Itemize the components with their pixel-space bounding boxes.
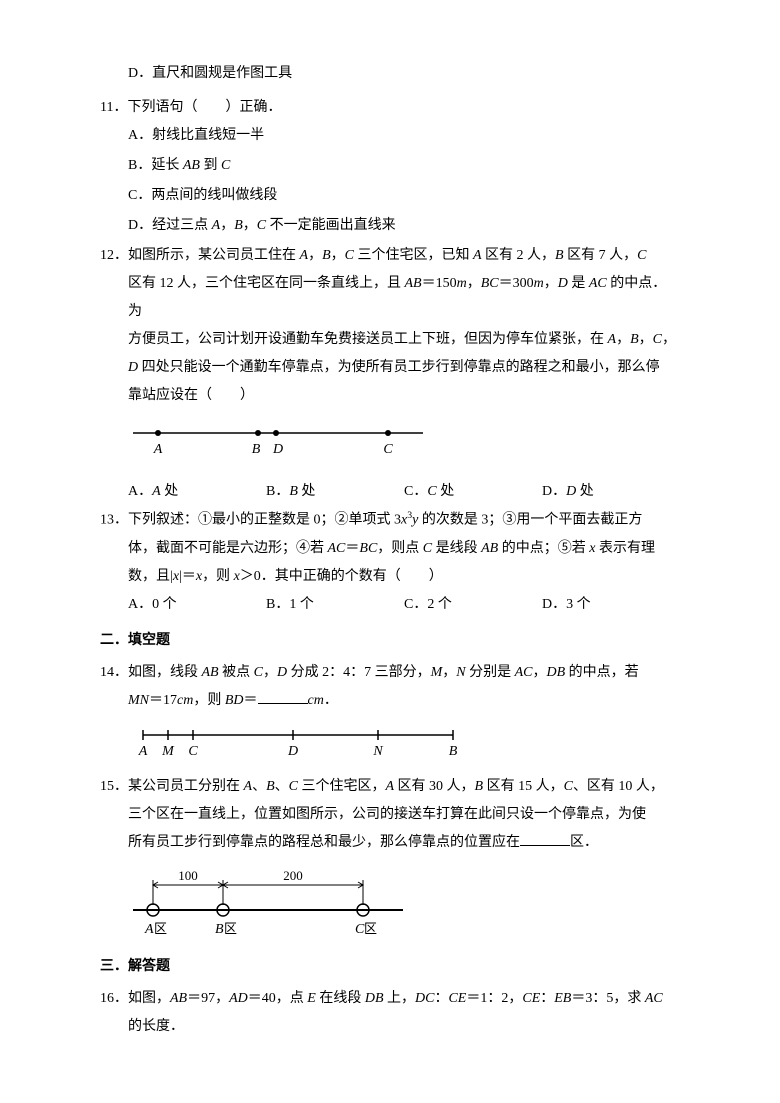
- q13-optB: B．1 个: [266, 591, 404, 619]
- q12: 12．如图所示，某公司员工住在 A，B，C 三个住宅区，已知 A 区有 2 人，…: [100, 242, 680, 270]
- q12-figure: A B D C: [100, 418, 680, 468]
- q11-optC: C．两点间的线叫做线段: [128, 182, 680, 210]
- q12-line4: D 四处只能设一个通勤车停靠点，为使所有员工步行到停靠点的路程之和最小，那么停: [100, 354, 680, 382]
- q12-optB: B．B 处: [266, 478, 404, 506]
- q16-num: 16．: [100, 991, 128, 1006]
- q12-line5: 靠站应设在（ ）: [100, 382, 680, 410]
- q13-optA: A．0 个: [128, 591, 266, 619]
- q12-line3: 方便员工，公司计划开设通勤车免费接送员工上下班，但因为停车位紧张，在 A，B，C…: [100, 326, 680, 354]
- svg-text:200: 200: [283, 868, 303, 883]
- q15-figure: 100 200 A 区 B 区 C 区: [100, 865, 680, 943]
- svg-text:100: 100: [178, 868, 198, 883]
- svg-text:A: A: [153, 442, 163, 457]
- svg-text:C: C: [383, 442, 393, 457]
- svg-text:A: A: [144, 922, 154, 937]
- svg-text:D: D: [287, 744, 298, 759]
- q14-figure: A M C D N B: [100, 723, 680, 763]
- q10-optD-text: D．直尺和圆规是作图工具: [128, 66, 292, 81]
- q10-option-d: D．直尺和圆规是作图工具: [100, 60, 680, 88]
- q11-optA: A．射线比直线短一半: [128, 122, 680, 150]
- svg-text:M: M: [161, 744, 175, 759]
- section-3-title: 三．解答题: [100, 953, 680, 981]
- svg-text:B: B: [449, 744, 458, 759]
- q14: 14．如图，线段 AB 被点 C，D 分成 2：4：7 三部分，M，N 分别是 …: [100, 659, 680, 687]
- q12-svg: A B D C: [128, 418, 428, 468]
- svg-text:区: 区: [364, 921, 377, 936]
- q14-svg: A M C D N B: [128, 723, 468, 763]
- q11: 11．下列语句（ ）正确．: [100, 94, 680, 122]
- q15-num: 15．: [100, 779, 128, 794]
- q16: 16．如图，AB＝97，AD＝40，点 E 在线段 DB 上，DC：CE＝1：2…: [100, 985, 680, 1013]
- q12-options: A．A 处 B．B 处 C．C 处 D．D 处: [100, 478, 680, 506]
- q11-optB: B．延长 AB 到 C: [128, 152, 680, 180]
- q13-optD: D．3 个: [542, 591, 680, 619]
- q12-line2: 区有 12 人，三个住宅区在同一条直线上，且 AB＝150m，BC＝300m，D…: [100, 270, 680, 326]
- svg-text:C: C: [188, 744, 198, 759]
- svg-text:A: A: [138, 744, 148, 759]
- q12-num: 12．: [100, 248, 128, 263]
- q12-optD: D．D 处: [542, 478, 680, 506]
- q12-optA: A．A 处: [128, 478, 266, 506]
- q13-options: A．0 个 B．1 个 C．2 个 D．3 个: [100, 591, 680, 619]
- q12-optC: C．C 处: [404, 478, 542, 506]
- svg-text:B: B: [252, 442, 261, 457]
- svg-text:N: N: [372, 744, 383, 759]
- q13: 13．下列叙述：①最小的正整数是 0；②单项式 3x3y 的次数是 3；③用一个…: [100, 506, 680, 535]
- section-2-title: 二．填空题: [100, 627, 680, 655]
- q14-num: 14．: [100, 665, 128, 680]
- q11-num: 11．: [100, 100, 127, 115]
- svg-text:B: B: [215, 922, 224, 937]
- q15: 15．某公司员工分别在 A、B、C 三个住宅区，A 区有 30 人，B 区有 1…: [100, 773, 680, 801]
- q13-line2: 体，截面不可能是六边形；④若 AC＝BC，则点 C 是线段 AB 的中点；⑤若 …: [100, 535, 680, 563]
- q14-line2: MN＝17cm，则 BD＝cm．: [100, 687, 680, 715]
- q13-line3: 数，且|x|＝x，则 x＞0．其中正确的个数有（ ）: [100, 563, 680, 591]
- q15-svg: 100 200 A 区 B 区 C 区: [128, 865, 408, 943]
- q13-num: 13．: [100, 513, 128, 528]
- svg-text:D: D: [272, 442, 283, 457]
- q11-options: A．射线比直线短一半 B．延长 AB 到 C C．两点间的线叫做线段 D．经过三…: [100, 122, 680, 240]
- svg-text:区: 区: [224, 921, 237, 936]
- q11-stem: 下列语句（ ）正确．: [127, 100, 281, 115]
- q15-line3: 所有员工步行到停靠点的路程总和最少，那么停靠点的位置应在区．: [100, 829, 680, 857]
- q16-line2: 的长度．: [100, 1013, 680, 1041]
- q15-blank[interactable]: [520, 832, 570, 846]
- q11-optD: D．经过三点 A，B，C 不一定能画出直线来: [128, 212, 680, 240]
- q13-optC: C．2 个: [404, 591, 542, 619]
- q15-line2: 三个区在一直线上，位置如图所示，公司的接送车打算在此间只设一个停靠点，为使: [100, 801, 680, 829]
- svg-text:区: 区: [154, 921, 167, 936]
- q14-blank[interactable]: [258, 690, 308, 704]
